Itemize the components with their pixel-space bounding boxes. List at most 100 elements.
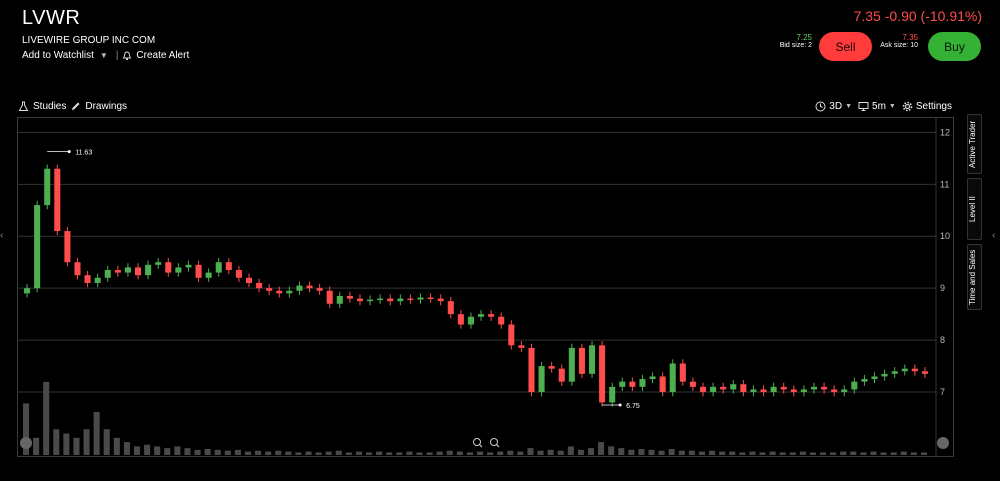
- volume-bar: [497, 451, 504, 455]
- volume-bar: [194, 449, 201, 455]
- candle-body: [911, 368, 918, 372]
- scroll-right-icon[interactable]: [937, 437, 949, 449]
- volume-bar: [830, 452, 837, 455]
- settings-button[interactable]: Settings: [915, 101, 952, 112]
- price-chart[interactable]: 12 11 10 9 8 7 11.63 6.75: [17, 117, 954, 457]
- volume-bar: [658, 450, 665, 455]
- candle-body: [316, 288, 323, 291]
- candle-body: [256, 282, 263, 289]
- ask-price: 7.35: [902, 33, 918, 42]
- candle-body: [326, 290, 333, 304]
- volume-bar: [305, 451, 312, 455]
- volume-bar: [840, 451, 847, 455]
- candle-body: [568, 347, 575, 382]
- volume-bar: [698, 451, 706, 455]
- candle-body: [74, 262, 81, 276]
- tab-active-trader[interactable]: Active Trader: [967, 114, 982, 174]
- chevron-down-icon[interactable]: ▼: [99, 51, 108, 60]
- candle-body: [800, 389, 807, 393]
- chart-canvas[interactable]: 12 11 10 9 8 7 11.63 6.75: [18, 118, 953, 456]
- candle-body: [478, 314, 485, 317]
- candle-body: [336, 295, 343, 304]
- y-tick-label: 9: [940, 283, 945, 293]
- candle-body: [195, 264, 202, 278]
- candle-body: [629, 381, 636, 387]
- volume-bar: [668, 448, 675, 455]
- volume-bar: [739, 452, 746, 455]
- volume-bar: [285, 451, 292, 455]
- tab-level-ii[interactable]: Level II: [967, 178, 982, 240]
- volume-bar: [567, 446, 574, 455]
- candle-body: [155, 262, 162, 265]
- buy-button[interactable]: Buy: [928, 32, 981, 61]
- scroll-left-icon[interactable]: [20, 437, 32, 449]
- zoom-out-icon[interactable]: [473, 438, 483, 448]
- volume-bar: [436, 451, 443, 455]
- volume-bar: [123, 442, 130, 455]
- candle-body: [64, 231, 71, 263]
- y-tick-label: 12: [940, 127, 950, 137]
- candle-body: [225, 262, 232, 270]
- volume-bar: [93, 412, 100, 455]
- bid-price: 7.25: [796, 33, 812, 42]
- candle-body: [588, 345, 596, 374]
- divider: |: [115, 50, 119, 61]
- volume-bar: [63, 433, 70, 455]
- volume-bar: [456, 451, 463, 455]
- candle-body: [467, 316, 474, 325]
- candle-body: [578, 347, 585, 374]
- candle-body: [730, 384, 737, 390]
- volume-bar: [386, 452, 393, 455]
- volume-bar: [73, 437, 80, 455]
- candle-body: [367, 299, 374, 302]
- volume-bar: [174, 446, 181, 455]
- candle-body: [276, 290, 283, 294]
- candle-body: [891, 371, 898, 374]
- volume-bar: [83, 429, 90, 455]
- interval-selector[interactable]: 5m: [872, 101, 886, 112]
- bell-icon: [123, 51, 132, 60]
- sell-button[interactable]: Sell: [819, 32, 872, 61]
- candle-body: [689, 381, 696, 387]
- candle-body: [44, 168, 51, 206]
- chevron-down-icon[interactable]: ▼: [888, 103, 896, 110]
- volume-bar: [688, 450, 695, 455]
- volume-bar: [224, 450, 231, 455]
- zoom-in-icon[interactable]: [490, 438, 500, 448]
- volume-bar: [164, 448, 171, 455]
- candle-body: [124, 267, 131, 273]
- candle-body: [548, 366, 555, 369]
- volume-bar: [890, 452, 897, 455]
- candle-body: [165, 262, 172, 273]
- candle-body: [215, 262, 222, 273]
- candle-body: [185, 264, 192, 268]
- create-alert-button[interactable]: Create Alert: [136, 50, 190, 61]
- candle-body: [659, 376, 666, 393]
- collapse-right-arrow-icon[interactable]: ‹: [992, 230, 996, 241]
- add-to-watchlist-button[interactable]: Add to Watchlist: [22, 50, 94, 61]
- volume-bar: [608, 446, 615, 455]
- ask-size: Ask size: 10: [880, 42, 918, 49]
- drawings-button[interactable]: Drawings: [85, 101, 128, 112]
- collapse-left-arrow-icon[interactable]: ‹: [0, 230, 4, 241]
- volume-bar: [910, 452, 917, 455]
- chevron-down-icon[interactable]: ▼: [845, 103, 853, 110]
- studies-button[interactable]: Studies: [33, 101, 67, 112]
- volume-bar: [598, 442, 605, 455]
- volume-bar: [477, 451, 484, 455]
- volume-bar: [507, 450, 514, 455]
- candle-body: [810, 386, 818, 390]
- range-selector[interactable]: 3D: [829, 101, 843, 112]
- volume-bar: [133, 446, 141, 455]
- candle-body: [377, 298, 384, 301]
- volume-bar: [345, 452, 352, 455]
- candle-body: [134, 267, 142, 276]
- candle-body: [94, 277, 101, 283]
- volume-bar: [355, 451, 362, 455]
- volume-bar: [517, 451, 524, 455]
- candle-body: [387, 298, 394, 302]
- candle-body: [205, 272, 212, 278]
- tab-time-and-sales[interactable]: Time and Sales: [967, 244, 982, 310]
- y-tick-label: 11: [940, 179, 949, 189]
- volume-bar: [880, 452, 887, 455]
